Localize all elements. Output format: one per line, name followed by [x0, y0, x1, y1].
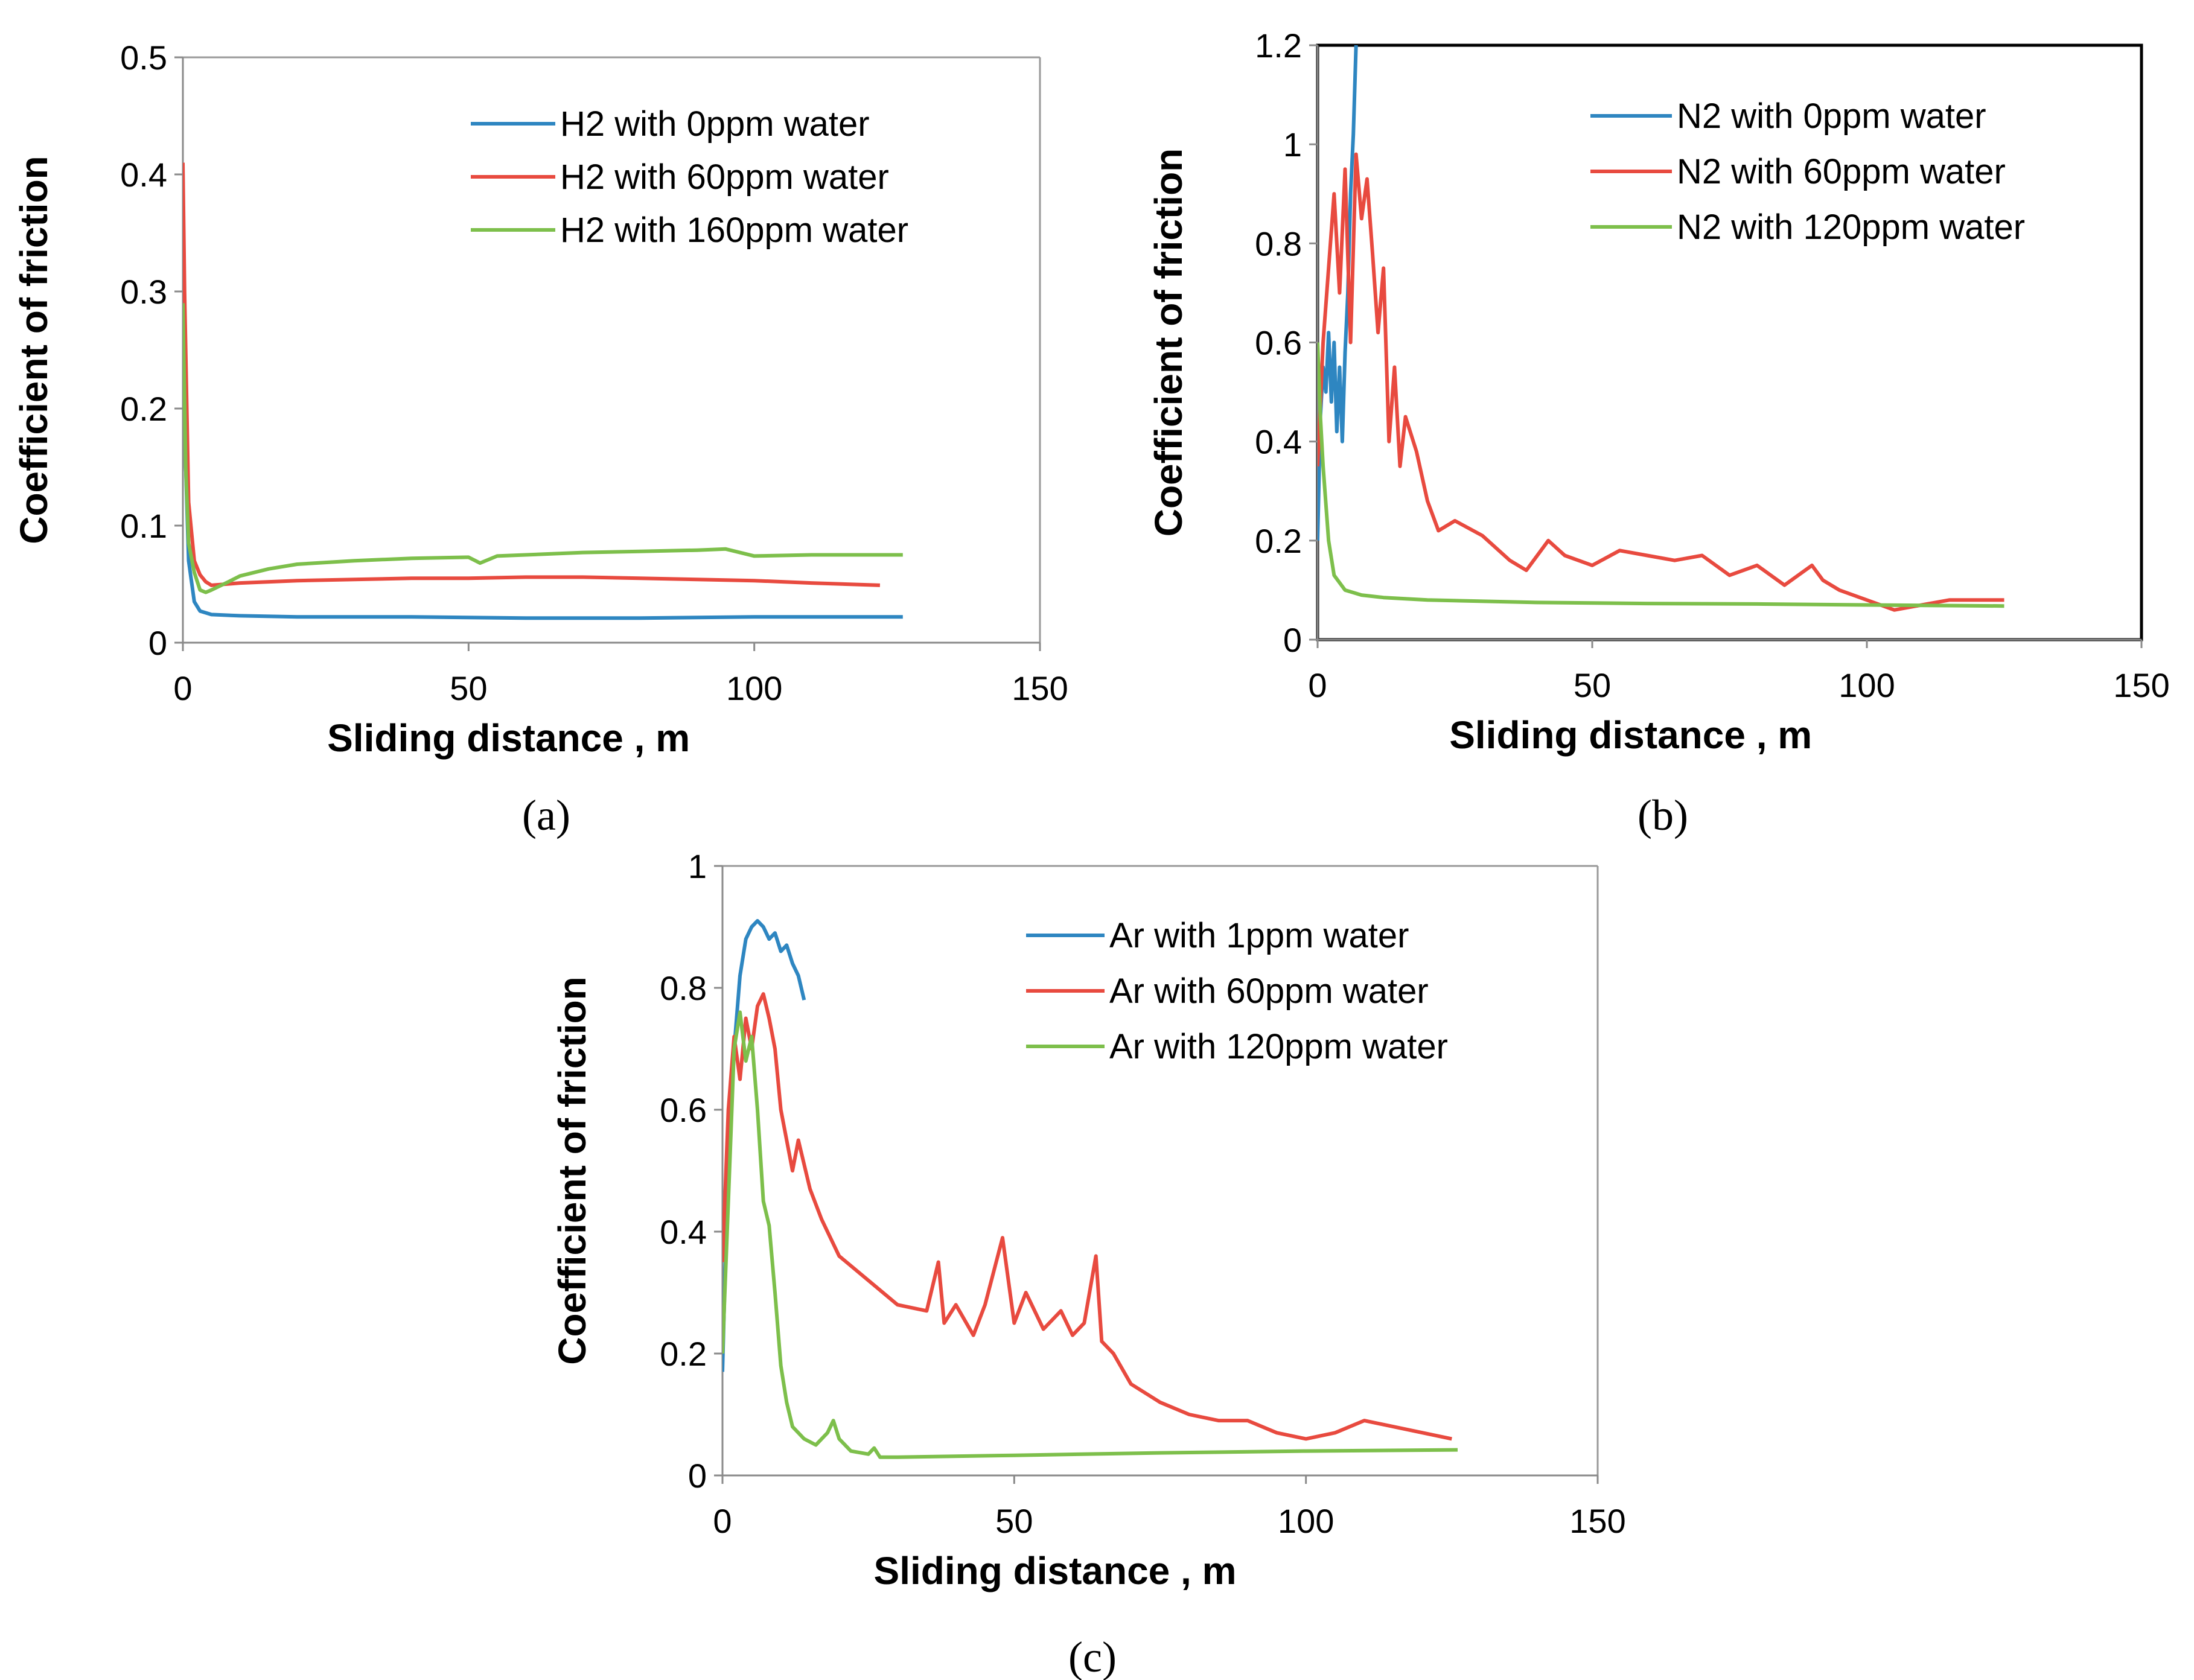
- panel-caption: (c): [1068, 1633, 1117, 1680]
- legend-label-1: Ar with 1ppm water: [1109, 916, 1409, 955]
- x-tick-label: 0: [713, 1502, 732, 1540]
- y-tick-label: 0.4: [120, 156, 167, 194]
- legend-label-2: Ar with 60ppm water: [1109, 972, 1429, 1011]
- x-tick-label: 100: [1838, 666, 1895, 704]
- y-tick-label: 0.8: [660, 969, 707, 1007]
- chart-panel-3: 0 0.2 0.4 0.6 0.8 1 0 50 100 150 Sliding distance …: [550, 847, 1626, 1680]
- y-tick-label: 1.2: [1255, 27, 1302, 65]
- x-axis-title: Sliding distance , m: [874, 1549, 1237, 1592]
- y-tick-label: 0.5: [120, 39, 167, 77]
- legend-label-1: N2 with 0ppm water: [1677, 97, 1986, 136]
- series-line-2: [1318, 152, 2004, 612]
- y-tick-label: 0.4: [660, 1213, 707, 1251]
- x-tick-label: 100: [726, 669, 782, 707]
- x-tick-label: 50: [450, 669, 487, 707]
- y-axis-title: Coefficient of friction: [1147, 148, 1190, 537]
- panel-caption: (b): [1638, 791, 1688, 839]
- x-axis-title: Sliding distance , m: [327, 716, 690, 760]
- y-axis-title: Coefficient of friction: [12, 156, 56, 544]
- x-tick-label: 150: [2113, 666, 2169, 704]
- x-tick-label: 0: [1308, 666, 1327, 704]
- series-line-1: [722, 918, 806, 1372]
- x-tick-label: 150: [1012, 669, 1068, 707]
- legend: N2 with 0ppm water N2 with 60ppm water N2 …: [1590, 97, 2025, 247]
- y-tick-label: 1: [688, 847, 707, 885]
- series-line-1: [1318, 45, 1358, 541]
- x-tick-label: 0: [173, 669, 192, 707]
- legend-label-3: Ar with 120ppm water: [1109, 1027, 1448, 1066]
- x-tick-label: 50: [1574, 666, 1611, 704]
- x-tick-label: 150: [1569, 1502, 1625, 1540]
- y-tick-label: 0.3: [120, 273, 167, 311]
- y-tick-label: 0: [688, 1457, 707, 1495]
- series-line-2: [722, 992, 1452, 1441]
- y-tick-label: 0.2: [660, 1335, 707, 1373]
- x-axis-title: Sliding distance , m: [1449, 713, 1812, 757]
- y-tick-label: 0: [1283, 621, 1302, 659]
- series-line-3: [1318, 342, 2004, 608]
- legend-label-2: H2 with 60ppm water: [560, 158, 889, 197]
- x-tick-label: 50: [995, 1502, 1033, 1540]
- series-line-3: [722, 1010, 1458, 1459]
- chart-panel-1: 0 0.1 0.2 0.3 0.4 0.5 0 50 100 150 Sliding distanc…: [12, 39, 1068, 839]
- x-tick-label: 100: [1278, 1502, 1334, 1540]
- chart-panel-2: 0 0.2 0.4 0.6 0.8 1 1.2 0 50 100 150 Sliding distan…: [1147, 27, 2170, 839]
- y-tick-label: 0.8: [1255, 224, 1302, 262]
- series-line-3: [183, 303, 903, 594]
- series-line-2: [183, 162, 881, 587]
- y-tick-label: 0: [148, 624, 167, 662]
- legend-label-3: H2 with 160ppm water: [560, 211, 908, 250]
- y-tick-label: 0.1: [120, 507, 167, 545]
- legend: Ar with 1ppm water Ar with 60ppm water Ar …: [1026, 916, 1448, 1066]
- y-axis-title: Coefficient of friction: [550, 976, 594, 1365]
- panel-caption: (a): [522, 791, 570, 839]
- y-tick-label: 1: [1283, 126, 1302, 164]
- legend-label-3: N2 with 120ppm water: [1677, 208, 2025, 247]
- series-line-1: [183, 174, 903, 620]
- legend: H2 with 0ppm water H2 with 60ppm water H2 …: [471, 104, 908, 250]
- y-tick-label: 0.4: [1255, 423, 1302, 461]
- y-tick-label: 0.6: [660, 1091, 707, 1129]
- y-tick-label: 0.2: [120, 390, 167, 428]
- legend-label-1: H2 with 0ppm water: [560, 104, 870, 144]
- y-tick-label: 0.2: [1255, 522, 1302, 560]
- y-tick-label: 0.6: [1255, 324, 1302, 362]
- legend-label-2: N2 with 60ppm water: [1677, 152, 2006, 191]
